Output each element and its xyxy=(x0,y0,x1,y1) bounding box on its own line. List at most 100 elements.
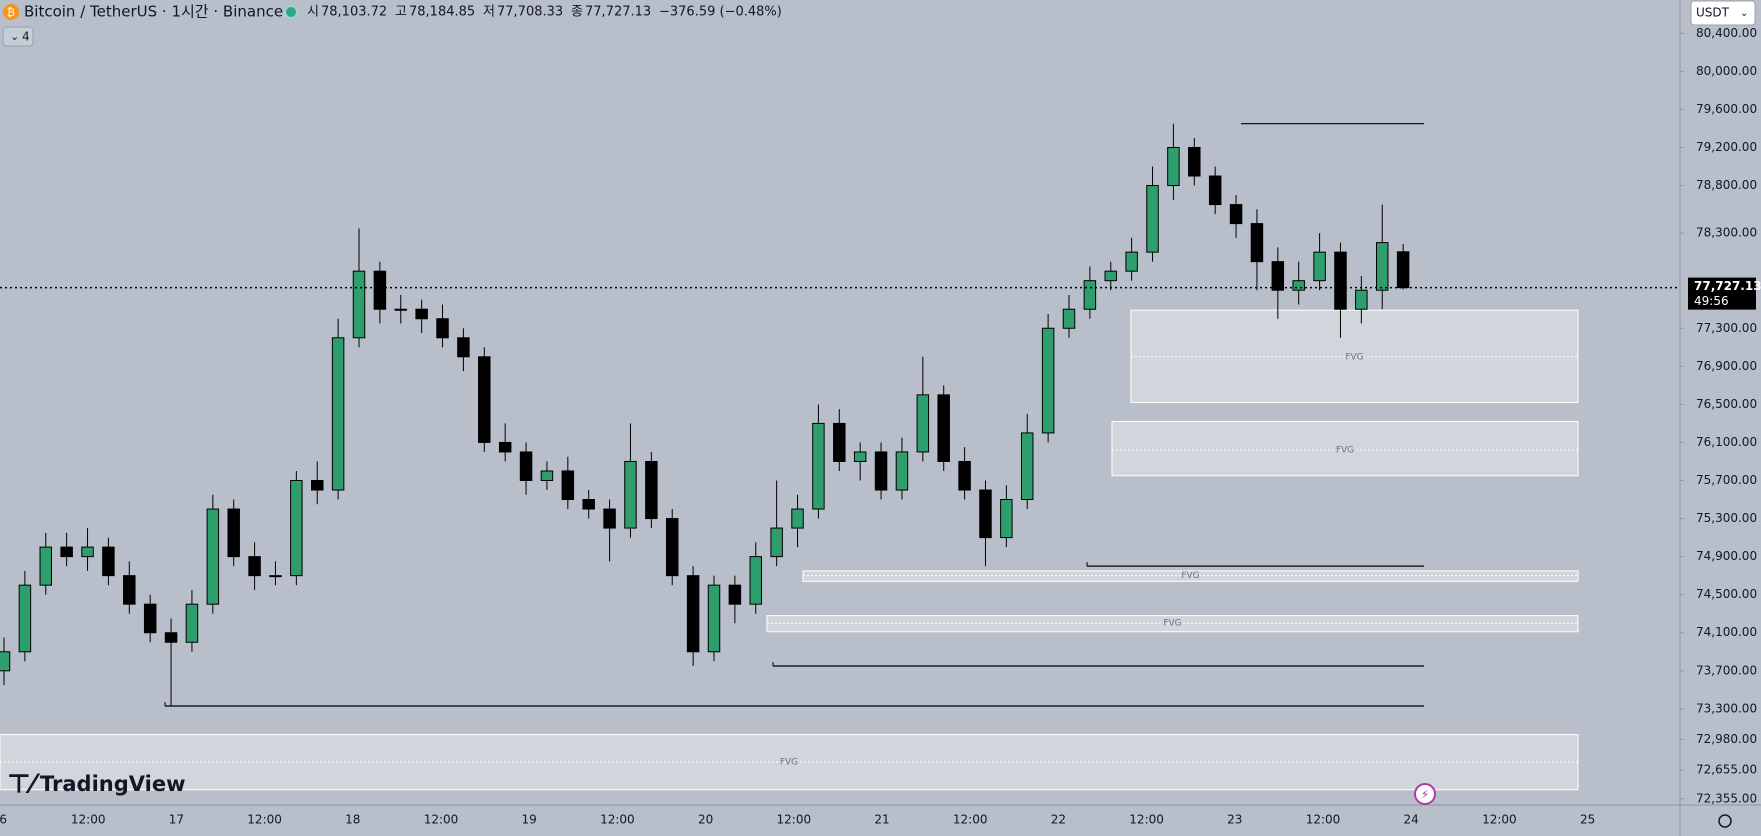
legend-label: 시 xyxy=(307,5,319,20)
candle-body xyxy=(812,422,825,510)
y-tick-label: 79,600.00 xyxy=(1696,102,1757,116)
candle-body xyxy=(1146,185,1159,253)
alert-icon: ⚡ xyxy=(1421,788,1429,802)
candle-body xyxy=(603,508,616,529)
candle-body xyxy=(728,584,742,605)
x-tick-label: 24 xyxy=(1404,813,1419,827)
x-tick-label: 12:00 xyxy=(424,813,459,827)
legend-label: 종 xyxy=(571,5,583,20)
candle-body xyxy=(1020,432,1034,501)
candle-body xyxy=(498,441,512,453)
y-tick-label: 73,700.00 xyxy=(1696,663,1757,677)
indicator-toggle[interactable] xyxy=(2,26,34,47)
candle-body xyxy=(227,508,240,558)
symbol-title: Bitcoin / TetherUS · 1시간 · Binance xyxy=(24,3,283,21)
fvg-label: FVG xyxy=(1163,619,1181,629)
candle-body xyxy=(1375,242,1389,291)
candle-body xyxy=(206,508,220,605)
candle-body xyxy=(916,394,930,453)
candle-body xyxy=(185,603,199,643)
last-price-label: 77,727.13 xyxy=(1694,279,1761,293)
candle-body xyxy=(1250,223,1264,263)
y-tick-label: 76,900.00 xyxy=(1696,359,1757,373)
candle-body xyxy=(791,508,804,529)
candle-body xyxy=(645,460,658,520)
candle-body xyxy=(123,575,136,605)
candle-body xyxy=(853,451,867,462)
y-tick-label: 76,500.00 xyxy=(1696,397,1757,411)
plot-area: FVG FVG FVG FVG FVG xyxy=(0,123,1680,791)
currency-selector[interactable] xyxy=(1690,0,1756,26)
legend-value: 77,708.33 xyxy=(497,5,563,20)
x-tick-label: 12:00 xyxy=(1129,813,1164,827)
x-tick-label: 16 xyxy=(0,813,7,827)
candle-body xyxy=(1041,327,1055,434)
currency-chevron: ⌄ xyxy=(1740,8,1748,19)
legend-change: −376.59 (−0.48%) xyxy=(659,5,782,20)
candle-body xyxy=(1229,204,1243,225)
settings-button[interactable] xyxy=(1718,814,1732,828)
y-tick-label: 74,100.00 xyxy=(1696,625,1757,639)
candle-body xyxy=(1104,270,1118,282)
candle-body xyxy=(707,584,721,653)
candle-body xyxy=(0,651,11,672)
candle-body xyxy=(331,337,345,491)
candle-body xyxy=(478,356,491,443)
candle-body xyxy=(958,460,971,491)
y-tick-label: 80,000.00 xyxy=(1696,64,1757,78)
x-tick-label: 12:00 xyxy=(600,813,635,827)
candle-body xyxy=(436,318,449,339)
y-tick-label: 77,300.00 xyxy=(1696,321,1757,335)
candle-body xyxy=(895,451,909,491)
candle-body xyxy=(1083,280,1097,310)
candle-body xyxy=(269,575,282,578)
y-tick-label: 72,655.00 xyxy=(1696,763,1757,777)
candle-body xyxy=(1125,251,1138,272)
candle-body xyxy=(290,479,303,577)
legend-value: 78,103.72 xyxy=(321,5,387,20)
alert-button[interactable] xyxy=(1414,783,1436,805)
x-tick-label: 21 xyxy=(874,813,889,827)
countdown-label: 49:56 xyxy=(1694,294,1729,308)
y-tick-label: 79,200.00 xyxy=(1696,140,1757,154)
candle-body xyxy=(1334,251,1347,310)
candle-body xyxy=(1292,280,1305,291)
x-tick-label: 19 xyxy=(522,813,537,827)
x-tick-label: 12:00 xyxy=(1306,813,1341,827)
y-tick-label: 74,500.00 xyxy=(1696,587,1757,601)
fvg-label: FVG xyxy=(780,758,798,768)
legend-label: 저 xyxy=(483,5,495,20)
legend-value: 77,727.13 xyxy=(585,5,651,20)
candle-body xyxy=(979,489,992,539)
indicator-chevron: ⌄ xyxy=(10,30,19,43)
candle-body xyxy=(143,603,157,634)
x-tick-label: 20 xyxy=(698,813,713,827)
x-tick-label: 18 xyxy=(345,813,360,827)
candle-body xyxy=(665,518,679,577)
candle-body xyxy=(373,270,387,310)
candle-body xyxy=(18,584,32,653)
y-tick-label: 78,300.00 xyxy=(1696,226,1757,240)
candle-body xyxy=(457,337,470,358)
candle-body xyxy=(164,632,178,643)
fvg-label: FVG xyxy=(1345,352,1363,362)
candle-body xyxy=(1188,146,1201,177)
candle-body xyxy=(81,546,94,558)
candle-body xyxy=(248,556,261,577)
x-tick-label: 12:00 xyxy=(777,813,812,827)
coin-icon-symbol: ₿ xyxy=(7,6,15,19)
market-status[interactable] xyxy=(284,5,298,19)
legend-value: 78,184.85 xyxy=(409,5,475,20)
y-tick-label: 73,300.00 xyxy=(1696,701,1757,715)
legend-label: 고 xyxy=(395,5,407,20)
candle-body xyxy=(39,546,53,586)
y-tick-label: 75,700.00 xyxy=(1696,473,1757,487)
candle-body xyxy=(624,460,637,529)
ohlc-legend: 시 78,103.72 고 78,184.85 저 77,708.33 종 77,727.13… xyxy=(307,5,782,20)
candle-body xyxy=(582,499,595,510)
y-tick-label: 74,900.00 xyxy=(1696,549,1757,563)
x-tick-label: 12:00 xyxy=(71,813,106,827)
x-tick-label: 25 xyxy=(1580,813,1595,827)
candle-body xyxy=(749,556,763,605)
